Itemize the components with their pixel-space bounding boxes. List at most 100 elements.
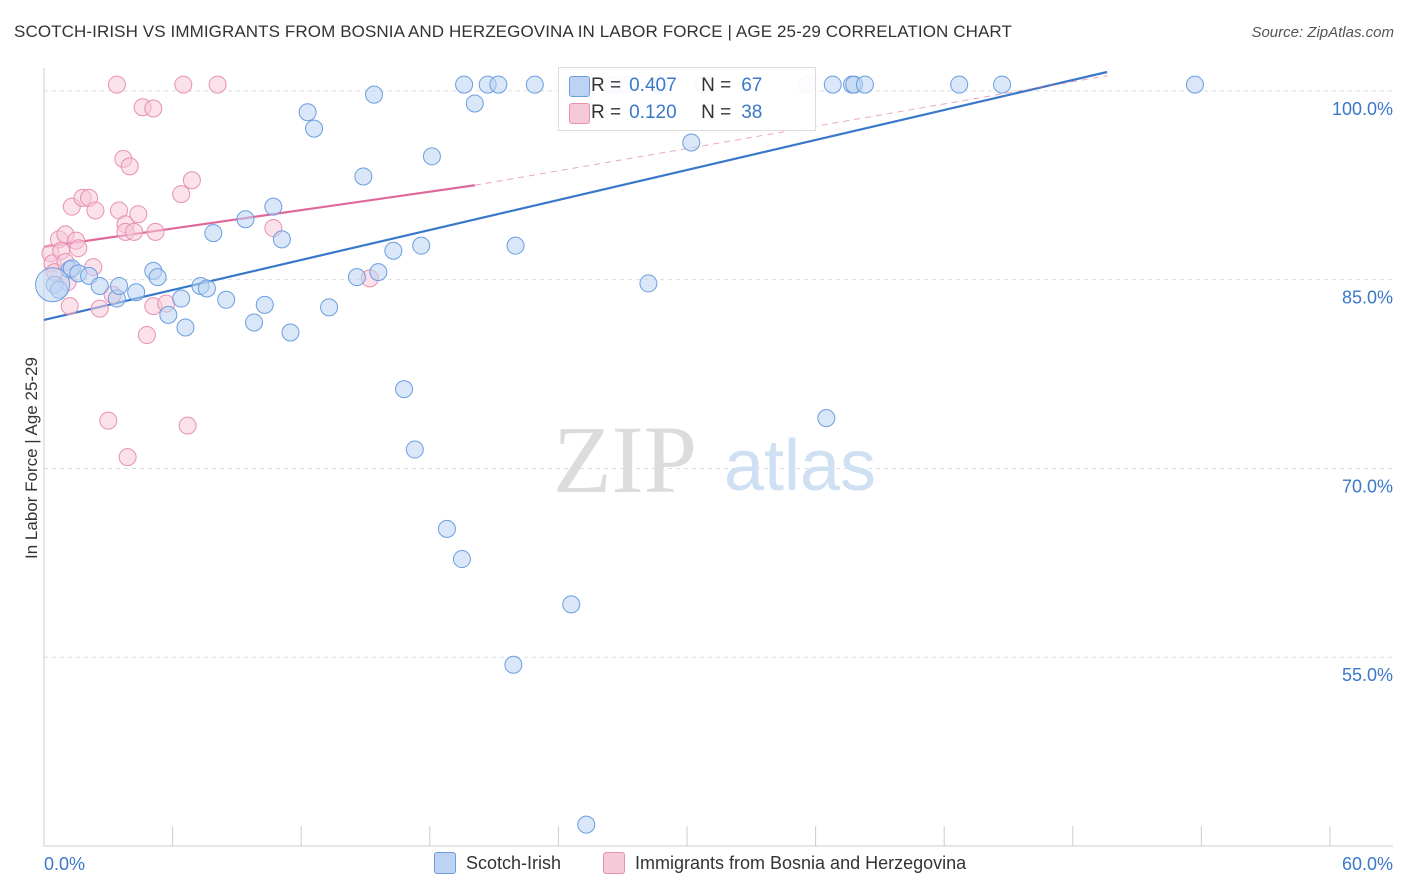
- scotch-irish-point: [90, 276, 109, 295]
- bosnia-point: [137, 326, 156, 345]
- scotch-irish-point: [817, 409, 836, 428]
- scotch-irish-point: [255, 295, 274, 314]
- scotch-irish-point: [264, 197, 283, 216]
- legend-swatch-blue: [434, 852, 456, 874]
- bosnia-point: [172, 185, 191, 204]
- scotch-irish-point: [412, 236, 431, 255]
- scotch-irish-point: [110, 276, 129, 295]
- y-tick-label: 85.0%: [1342, 288, 1393, 308]
- chart-title: SCOTCH-IRISH VS IMMIGRANTS FROM BOSNIA A…: [14, 22, 1012, 41]
- scotch-irish-point: [281, 323, 300, 342]
- scotch-irish-point: [437, 519, 456, 538]
- scotch-irish-point: [506, 236, 525, 255]
- y-tick-label: 55.0%: [1342, 665, 1393, 685]
- scotch-irish-point: [236, 210, 255, 229]
- scotch-irish-point: [172, 289, 191, 308]
- legend-label-scotch-irish: Scotch-Irish: [466, 852, 562, 873]
- series-legend: Scotch-Irish Immigrants from Bosnia and …: [0, 852, 1406, 878]
- scotch-irish-point: [369, 263, 388, 282]
- watermark-zip: ZIP: [553, 406, 697, 513]
- scotch-irish-point: [217, 290, 236, 309]
- scotch-irish-point: [395, 380, 414, 399]
- scotch-irish-point: [245, 313, 264, 332]
- scotch-irish-point: [950, 75, 969, 94]
- scotch-irish-point: [452, 550, 471, 569]
- y-tick-label: 100.0%: [1332, 99, 1393, 119]
- bosnia-point: [107, 75, 126, 94]
- x-tick-label-min: 0.0%: [44, 854, 85, 874]
- scotch-irish-point: [489, 75, 508, 94]
- x-tick-label-max: 60.0%: [1342, 854, 1393, 874]
- scotch-irish-point: [525, 75, 544, 94]
- legend-n-label: N =: [701, 102, 732, 123]
- scotch-irish-point: [577, 815, 596, 834]
- scotch-irish-point: [384, 241, 403, 260]
- scotch-irish-point: [272, 230, 291, 249]
- scotch-irish-point: [365, 85, 384, 104]
- legend-r-value: 0.407: [629, 75, 677, 96]
- scotch-irish-point: [354, 167, 373, 186]
- scotch-irish-point: [455, 75, 474, 94]
- legend-swatch-pink: [569, 102, 590, 124]
- scotch-irish-point: [197, 279, 216, 298]
- legend-n-value: 67: [741, 75, 763, 96]
- legend-n-value: 38: [741, 102, 763, 123]
- scotch-irish-point: [1185, 75, 1204, 94]
- scotch-irish-point: [639, 274, 658, 293]
- scotch-irish-point: [993, 75, 1012, 94]
- legend-r-label: R =: [591, 75, 622, 96]
- trend-line-scotch-irish: [43, 70, 1108, 322]
- scotch-irish-point: [347, 268, 366, 287]
- scotch-irish-point: [504, 655, 523, 674]
- axes: [43, 68, 1393, 847]
- scotch-irish-point: [159, 305, 178, 324]
- legend-row-bosnia: R = 0.120 N = 38: [569, 101, 763, 125]
- trend-line-bosnia: [43, 184, 475, 249]
- legend-swatch-blue: [569, 75, 590, 97]
- legend-item-bosnia[interactable]: Immigrants from Bosnia and Herzegovina: [603, 852, 966, 874]
- scotch-irish-point: [148, 268, 167, 287]
- scotch-irish-point: [298, 103, 317, 122]
- bosnia-point: [120, 157, 139, 176]
- bosnia-point: [146, 222, 165, 241]
- legend-item-scotch-irish[interactable]: Scotch-Irish: [434, 852, 561, 874]
- legend-n-label: N =: [701, 75, 732, 96]
- bosnia-point: [174, 75, 193, 94]
- bosnia-point: [144, 99, 163, 118]
- bosnia-point: [86, 201, 105, 220]
- bosnia-point: [182, 171, 201, 190]
- legend-swatch-pink: [603, 852, 625, 874]
- scotch-irish-point: [562, 595, 581, 614]
- scotch-irish-point: [682, 133, 701, 152]
- scotch-irish-point: [855, 75, 874, 94]
- bosnia-point: [129, 205, 148, 224]
- scotch-irish-point: [204, 224, 223, 243]
- gridlines: [44, 90, 1393, 658]
- scotch-irish-point: [176, 318, 195, 337]
- legend-r-label: R =: [591, 102, 622, 123]
- bosnia-point: [90, 299, 109, 318]
- scotch-irish-point: [127, 283, 146, 302]
- scotch-irish-point: [823, 75, 842, 94]
- bosnia-point: [60, 297, 79, 316]
- legend-row-scotch-irish: R = 0.407 N = 67: [569, 74, 763, 98]
- scotch-irish-point: [405, 440, 424, 459]
- bosnia-point: [125, 222, 144, 241]
- legend-r-value: 0.120: [629, 102, 677, 123]
- legend-label-bosnia: Immigrants from Bosnia and Herzegovina: [635, 852, 967, 873]
- scotch-irish-point: [320, 298, 339, 317]
- tick-labels: 100.0% 85.0% 70.0% 55.0% 0.0% 60.0%: [44, 99, 1393, 874]
- scotch-irish-point: [422, 147, 441, 166]
- scotch-irish-point: [465, 94, 484, 113]
- y-axis-label: In Labor Force | Age 25-29: [22, 357, 41, 559]
- bosnia-point: [69, 239, 88, 258]
- source-label: Source: ZipAtlas.com: [1251, 24, 1394, 41]
- bosnia-point: [178, 416, 197, 435]
- bosnia-point: [99, 411, 118, 430]
- bosnia-point: [208, 75, 227, 94]
- bosnia-point: [118, 448, 137, 467]
- scotch-irish-point: [305, 119, 324, 138]
- watermark: ZIP atlas: [553, 406, 876, 513]
- scotch-irish-point-large: [35, 267, 71, 303]
